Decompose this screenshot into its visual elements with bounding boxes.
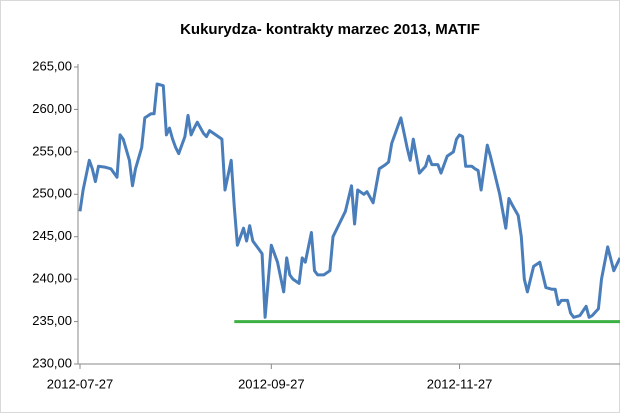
series-line [78, 82, 620, 319]
x-tick-label: 2012-09-27 [238, 376, 305, 391]
x-tick-label: 2012-07-27 [47, 376, 114, 391]
y-tick-label: 250,00 [32, 186, 72, 201]
chart-title: Kukurydza- kontrakty marzec 2013, MATIF [180, 21, 480, 38]
y-tick-label: 240,00 [32, 271, 72, 286]
y-tick-label: 245,00 [32, 228, 72, 243]
y-tick-label: 265,00 [32, 58, 72, 73]
x-tick-label: 2012-11-27 [427, 376, 493, 391]
y-tick-label: 260,00 [32, 101, 72, 116]
y-tick-label: 230,00 [32, 355, 72, 370]
y-tick-label: 235,00 [32, 313, 72, 328]
y-tick-label: 255,00 [32, 143, 72, 158]
